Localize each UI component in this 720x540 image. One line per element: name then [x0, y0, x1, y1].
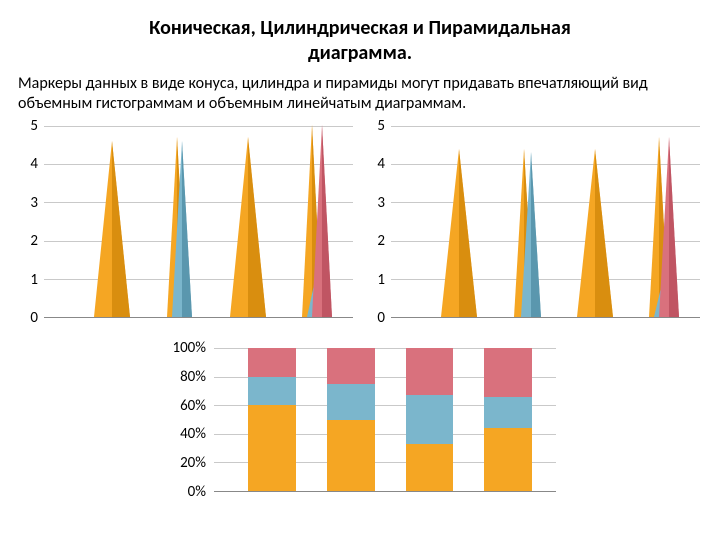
stacked-bar: [484, 348, 532, 491]
cone-shade: [182, 138, 192, 317]
stacked-y-tick: 20%: [180, 454, 206, 472]
top-charts-row: 0 1 2 3 4 5 0 1 2 3 4 5: [0, 118, 720, 330]
stacked-y-tick: 100%: [172, 339, 206, 357]
cone-group: [496, 126, 558, 317]
cone-group: [81, 126, 143, 317]
cone-group: [149, 126, 211, 317]
stacked-bar: [248, 348, 296, 491]
plot-area-right: [391, 126, 700, 318]
y-tick-label: 2: [30, 232, 38, 250]
cone-group: [285, 126, 347, 317]
stacked-bar: [327, 348, 375, 491]
stacked-y-tick: 60%: [180, 397, 206, 415]
stacked-chart: 0% 20% 40% 60% 80% 100%: [160, 342, 560, 502]
y-tick-label: 0: [30, 309, 38, 327]
bar-segment: [406, 395, 454, 444]
bar-segment: [248, 348, 296, 377]
bar-segment: [406, 348, 454, 395]
y-tick-label: 0: [377, 309, 385, 327]
cone-shade: [595, 146, 613, 317]
bar-segment: [327, 348, 375, 384]
stacked-bar: [406, 348, 454, 491]
cone-shade: [112, 138, 130, 317]
stacked-plot-area: [214, 348, 556, 492]
y-tick-label: 1: [30, 271, 38, 289]
bar-segment: [248, 405, 296, 491]
cone-group: [217, 126, 279, 317]
stacked-y-tick: 80%: [180, 368, 206, 386]
cone-group: [428, 126, 490, 317]
bar-segment: [484, 397, 532, 428]
y-tick-label: 4: [377, 155, 385, 173]
stacked-y-axis: 0% 20% 40% 60% 80% 100%: [160, 342, 212, 502]
cone-shade: [322, 122, 332, 317]
bar-segment: [406, 444, 454, 491]
cone-shade: [669, 134, 679, 317]
cone-group: [632, 126, 694, 317]
y-tick-label: 3: [377, 194, 385, 212]
plot-area-left: [44, 126, 353, 318]
bar-segment: [484, 428, 532, 491]
cone-shade: [248, 134, 266, 317]
bar-segment: [327, 384, 375, 420]
y-axis-right: 0 1 2 3 4 5: [365, 118, 389, 330]
page-title: Коническая, Цилиндрическая и Пирамидальн…: [0, 0, 720, 66]
cone-shade: [459, 146, 477, 317]
cone-chart-right: 0 1 2 3 4 5: [365, 118, 702, 330]
bar-segment: [484, 348, 532, 397]
cone-chart-left: 0 1 2 3 4 5: [18, 118, 355, 330]
y-tick-label: 1: [377, 271, 385, 289]
bar-segment: [327, 420, 375, 492]
stacked-y-tick: 40%: [180, 425, 206, 443]
cone-shade: [531, 149, 541, 317]
stacked-y-tick: 0%: [188, 483, 206, 501]
cone-group: [564, 126, 626, 317]
title-line2: диаграмма.: [308, 41, 412, 65]
y-tick-label: 5: [30, 117, 38, 135]
subtitle-text: Маркеры данных в виде конуса, цилиндра и…: [0, 66, 720, 118]
bar-segment: [248, 377, 296, 406]
y-tick-label: 3: [30, 194, 38, 212]
y-tick-label: 2: [377, 232, 385, 250]
y-tick-label: 4: [30, 155, 38, 173]
y-axis-left: 0 1 2 3 4 5: [18, 118, 42, 330]
y-tick-label: 5: [377, 117, 385, 135]
title-line1: Коническая, Цилиндрическая и Пирамидальн…: [149, 16, 571, 40]
